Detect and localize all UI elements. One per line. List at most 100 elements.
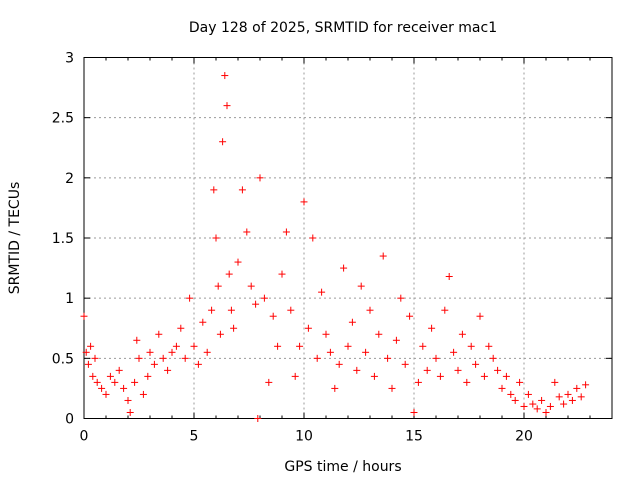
data-point (93, 378, 101, 386)
data-point (362, 348, 370, 356)
data-point (313, 354, 321, 362)
data-point (150, 360, 158, 368)
data-point (533, 405, 541, 413)
data-point (124, 396, 132, 404)
data-point (155, 330, 163, 338)
data-point (546, 402, 554, 410)
data-point (454, 366, 462, 374)
data-point (335, 360, 343, 368)
data-point (529, 400, 537, 408)
data-point (82, 348, 90, 356)
x-axis-label: GPS time / hours (284, 459, 401, 475)
data-point (265, 378, 273, 386)
data-point (423, 366, 431, 374)
chart-title: Day 128 of 2025, SRMTID for receiver mac… (189, 20, 497, 36)
data-point (538, 396, 546, 404)
data-point (135, 354, 143, 362)
data-point (406, 312, 414, 320)
data-point (401, 360, 409, 368)
data-point (485, 342, 493, 350)
data-point (247, 282, 255, 290)
data-point (146, 348, 154, 356)
data-point (186, 294, 194, 302)
data-point (419, 342, 427, 350)
data-point (238, 186, 246, 194)
data-point (269, 312, 277, 320)
data-point (221, 72, 229, 80)
data-point (159, 354, 167, 362)
data-point (542, 408, 550, 416)
data-point (296, 342, 304, 350)
data-point (203, 348, 211, 356)
data-point (234, 258, 242, 266)
grid-lines (84, 57, 612, 419)
data-point (428, 324, 436, 332)
data-point (348, 318, 356, 326)
data-point (498, 384, 506, 392)
x-tick-label: 20 (515, 429, 533, 445)
data-point (573, 384, 581, 392)
data-point (366, 306, 374, 314)
data-point (436, 372, 444, 380)
y-tick-label: 0.5 (52, 351, 74, 367)
y-tick-label: 0 (65, 412, 74, 428)
data-point (133, 336, 141, 344)
data-point (397, 294, 405, 302)
data-point (89, 372, 97, 380)
data-point (445, 273, 453, 281)
data-point (304, 324, 312, 332)
data-point (489, 354, 497, 362)
data-point (357, 282, 365, 290)
data-point (507, 390, 515, 398)
data-point (84, 360, 92, 368)
data-point (375, 330, 383, 338)
data-point (208, 306, 216, 314)
data-point (219, 138, 227, 146)
data-point (80, 312, 88, 320)
data-point (564, 390, 572, 398)
data-point (414, 378, 422, 386)
data-point (164, 366, 172, 374)
data-point (144, 372, 152, 380)
data-point (309, 234, 317, 242)
data-point (480, 372, 488, 380)
x-tick-label: 10 (295, 429, 313, 445)
data-point (212, 234, 220, 242)
data-point (87, 342, 95, 350)
data-point (467, 342, 475, 350)
data-point (168, 348, 176, 356)
data-point (370, 372, 378, 380)
data-points (80, 72, 590, 422)
data-point (582, 381, 590, 389)
data-point (551, 378, 559, 386)
data-point (227, 306, 235, 314)
x-tick-label: 0 (80, 429, 89, 445)
data-point (384, 354, 392, 362)
axis-ticks: 0 0.5 1 1.5 2 2.5 3 0 5 10 15 20 (52, 51, 612, 445)
data-point (199, 318, 207, 326)
data-point (560, 400, 568, 408)
data-point (194, 360, 202, 368)
data-point (463, 378, 471, 386)
data-point (190, 342, 198, 350)
data-point (450, 348, 458, 356)
data-point (344, 342, 352, 350)
data-point (225, 270, 233, 278)
data-point (458, 330, 466, 338)
data-point (230, 324, 238, 332)
data-point (216, 330, 224, 338)
data-point (115, 366, 123, 374)
data-point (432, 354, 440, 362)
data-point (331, 384, 339, 392)
data-point (520, 402, 528, 410)
data-point (568, 396, 576, 404)
data-point (252, 300, 260, 308)
data-point (476, 312, 484, 320)
data-point (120, 384, 128, 392)
data-point (172, 342, 180, 350)
data-point (502, 372, 510, 380)
plot-frame (83, 57, 613, 419)
data-point (181, 354, 189, 362)
data-point (291, 372, 299, 380)
